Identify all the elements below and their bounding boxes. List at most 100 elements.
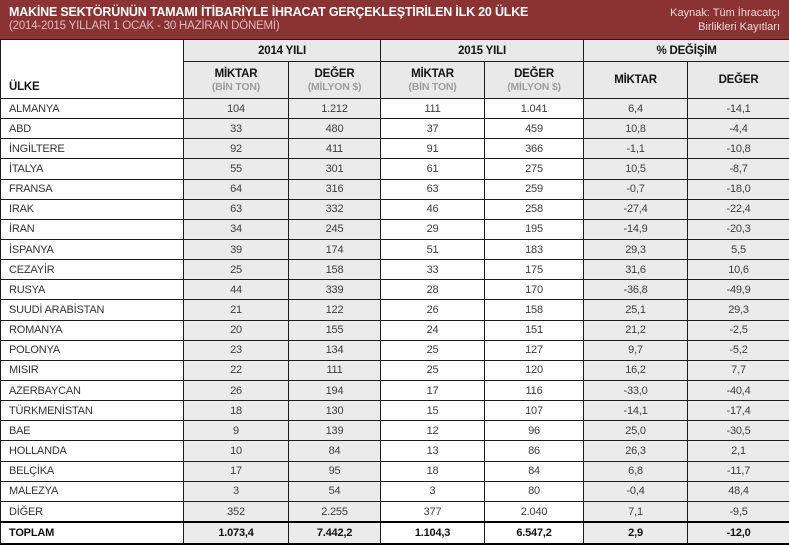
value-cell: -14,9 <box>583 218 689 240</box>
value-cell: 46 <box>380 198 486 220</box>
value-cell: -11,7 <box>687 460 789 482</box>
value-cell: 339 <box>287 279 382 301</box>
value-cell: 377 <box>380 500 486 523</box>
value-cell: 332 <box>287 198 382 220</box>
value-cell: 12 <box>380 420 486 442</box>
value-cell: 39 <box>183 238 289 261</box>
value-cell: 10 <box>183 440 289 462</box>
country-cell: BELÇİKA <box>0 460 184 482</box>
value-cell: 63 <box>183 198 289 220</box>
value-cell: 25,1 <box>583 299 689 321</box>
value-cell: 6.547,2 <box>484 521 585 545</box>
value-cell: -18,0 <box>687 178 789 200</box>
value-cell: 1.073,4 <box>183 521 289 545</box>
value-cell: 84 <box>287 440 382 462</box>
value-cell: 2.040 <box>484 500 585 523</box>
country-cell: IRAK <box>0 198 184 220</box>
export-table: ÜLKE 2014 YILI 2015 YILI % DEĞİŞİM MİKTA… <box>0 39 789 545</box>
country-cell: RUSYA <box>0 279 184 301</box>
value-cell: 1.104,3 <box>380 521 486 545</box>
value-cell: -2,5 <box>687 319 789 341</box>
country-cell: ALMANYA <box>0 97 184 120</box>
column-subheader: MİKTAR <box>583 61 689 99</box>
value-cell: 134 <box>287 339 382 361</box>
country-cell: MALEZYA <box>0 480 184 502</box>
value-cell: 28 <box>380 279 486 301</box>
value-cell: 25 <box>380 339 486 361</box>
value-cell: 26,3 <box>583 440 689 462</box>
value-cell: -22,4 <box>687 198 789 220</box>
group-header-2015: 2015 YILI <box>380 39 585 62</box>
column-subheader: DEĞER <box>687 61 789 99</box>
value-cell: 21 <box>183 299 289 321</box>
value-cell: 6,8 <box>583 460 689 482</box>
value-cell: 20 <box>183 319 289 341</box>
value-cell: 155 <box>287 319 382 341</box>
subheader-label: MİKTAR <box>214 67 258 80</box>
value-cell: 1.041 <box>484 97 585 120</box>
country-cell: İTALYA <box>0 158 184 180</box>
value-cell: 3 <box>380 480 486 502</box>
page-subtitle: (2014-2015 YILLARI 1 OCAK - 30 HAZİRAN D… <box>9 20 280 32</box>
value-cell: 10,6 <box>687 259 789 281</box>
value-cell: 44 <box>183 279 289 301</box>
value-cell: -30,5 <box>687 420 789 442</box>
table-row: TÜRKMENİSTAN 18 130 15 107 -14,1 -17,4 <box>0 400 789 422</box>
value-cell: 195 <box>484 218 585 240</box>
subheader-unit: (BİN TON) <box>408 80 457 93</box>
value-cell: 480 <box>287 118 382 140</box>
value-cell: 139 <box>287 420 382 442</box>
table-row: BELÇİKA 17 95 18 84 6,8 -11,7 <box>0 460 789 482</box>
value-cell: 9,7 <box>583 339 689 361</box>
value-cell: 80 <box>484 480 585 502</box>
value-cell: 25 <box>183 259 289 281</box>
total-label-cell: TOPLAM <box>0 521 184 545</box>
value-cell: 111 <box>287 359 382 381</box>
value-cell: -1,1 <box>583 138 689 160</box>
value-cell: 175 <box>484 259 585 281</box>
value-cell: 31,6 <box>583 259 689 281</box>
value-cell: 258 <box>484 198 585 220</box>
value-cell: -14,1 <box>687 97 789 120</box>
value-cell: 13 <box>380 440 486 462</box>
value-cell: -10,8 <box>687 138 789 160</box>
value-cell: 459 <box>484 118 585 140</box>
value-cell: 7,1 <box>583 500 689 523</box>
value-cell: 111 <box>380 97 486 120</box>
column-subheader: MİKTAR (BİN TON) <box>380 61 486 99</box>
value-cell: 352 <box>183 500 289 523</box>
value-cell: 24 <box>380 319 486 341</box>
value-cell: 151 <box>484 319 585 341</box>
value-cell: 130 <box>287 400 382 422</box>
value-cell: -0,4 <box>583 480 689 502</box>
value-cell: 158 <box>484 299 585 321</box>
value-cell: 51 <box>380 238 486 261</box>
column-subheader: MİKTAR (BİN TON) <box>183 61 289 99</box>
table-row: IRAK 63 332 46 258 -27,4 -22,4 <box>0 198 789 220</box>
value-cell: 107 <box>484 400 585 422</box>
value-cell: -5,2 <box>687 339 789 361</box>
value-cell: -14,1 <box>583 400 689 422</box>
value-cell: 29 <box>380 218 486 240</box>
group-header-2014: 2014 YILI <box>182 39 382 62</box>
country-cell: İSPANYA <box>0 238 184 261</box>
value-cell: 16,2 <box>583 359 689 381</box>
value-cell: 29,3 <box>687 299 789 321</box>
value-cell: 91 <box>380 138 486 160</box>
value-cell: 86 <box>484 440 585 462</box>
value-cell: 316 <box>287 178 382 200</box>
value-cell: 120 <box>484 359 585 381</box>
table-row: İNGİLTERE 92 411 91 366 -1,1 -10,8 <box>0 138 789 160</box>
table-row: RUSYA 44 339 28 170 -36,8 -49,9 <box>0 279 789 301</box>
country-column-header: ÜLKE <box>0 39 184 99</box>
value-cell: 96 <box>484 420 585 442</box>
group-header-row: ÜLKE 2014 YILI 2015 YILI % DEĞİŞİM <box>0 39 789 99</box>
value-cell: 5,5 <box>687 238 789 261</box>
table-row: HOLLANDA 10 84 13 86 26,3 2,1 <box>0 440 789 462</box>
value-cell: 17 <box>380 379 486 402</box>
column-subheader: DEĞER (MİLYON $) <box>484 61 585 99</box>
value-cell: -12,0 <box>687 521 789 545</box>
title-block: MAKİNE SEKTÖRÜNÜN TAMAMI İTİBARİYLE İHRA… <box>9 5 528 39</box>
value-cell: 2,9 <box>583 521 689 545</box>
value-cell: 1.212 <box>287 97 382 120</box>
